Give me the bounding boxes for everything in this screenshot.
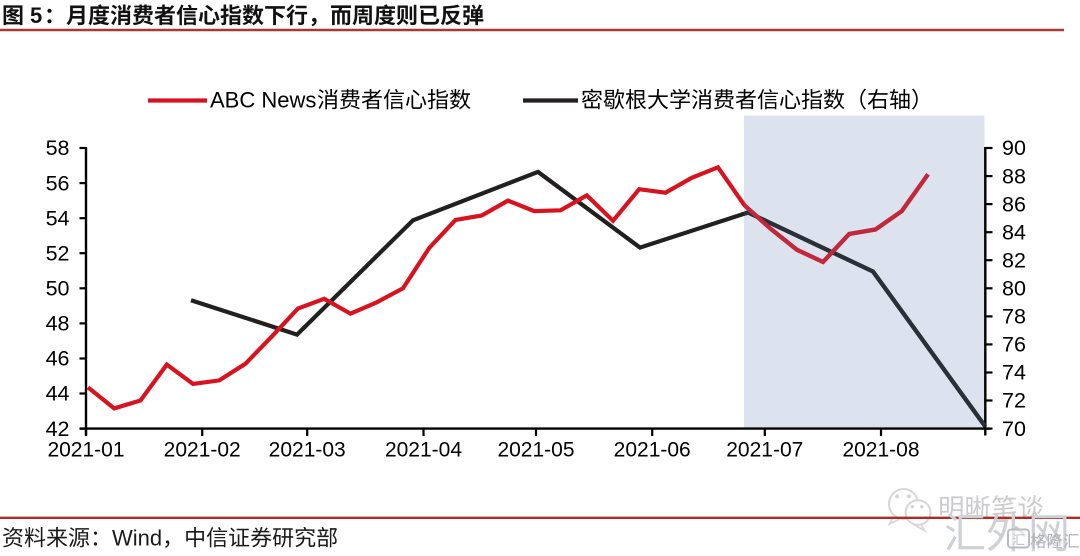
svg-text:2021-08: 2021-08	[842, 439, 919, 462]
svg-text:76: 76	[1002, 333, 1026, 357]
svg-text:2021-04: 2021-04	[385, 439, 462, 462]
svg-text:88: 88	[1002, 164, 1026, 188]
svg-text:46: 46	[46, 347, 70, 371]
svg-text:2021-01: 2021-01	[47, 439, 124, 462]
svg-text:42: 42	[46, 417, 70, 441]
svg-text:80: 80	[1002, 277, 1026, 301]
svg-text:Wind: Wind	[112, 526, 162, 551]
svg-text:72: 72	[1002, 389, 1026, 413]
svg-text:2021-02: 2021-02	[164, 439, 241, 462]
svg-text:74: 74	[1002, 361, 1026, 385]
svg-text:86: 86	[1002, 192, 1026, 216]
svg-text:78: 78	[1002, 305, 1026, 329]
svg-text:5: 5	[30, 3, 42, 28]
svg-text:82: 82	[1002, 248, 1026, 272]
svg-text:56: 56	[46, 171, 70, 195]
svg-text:2021-03: 2021-03	[269, 439, 346, 462]
svg-text:44: 44	[46, 382, 70, 406]
svg-text:50: 50	[46, 277, 70, 301]
svg-text:52: 52	[46, 241, 70, 265]
svg-text:90: 90	[1002, 136, 1026, 160]
svg-text:54: 54	[46, 206, 70, 230]
svg-text:ABC News: ABC News	[210, 88, 316, 113]
svg-text:84: 84	[1002, 220, 1026, 244]
svg-text:2021-06: 2021-06	[614, 439, 691, 462]
svg-text:2021-05: 2021-05	[497, 439, 574, 462]
svg-text:70: 70	[1002, 417, 1026, 441]
svg-text:58: 58	[46, 136, 70, 160]
svg-text:2021-07: 2021-07	[726, 439, 803, 462]
svg-text:48: 48	[46, 312, 70, 336]
